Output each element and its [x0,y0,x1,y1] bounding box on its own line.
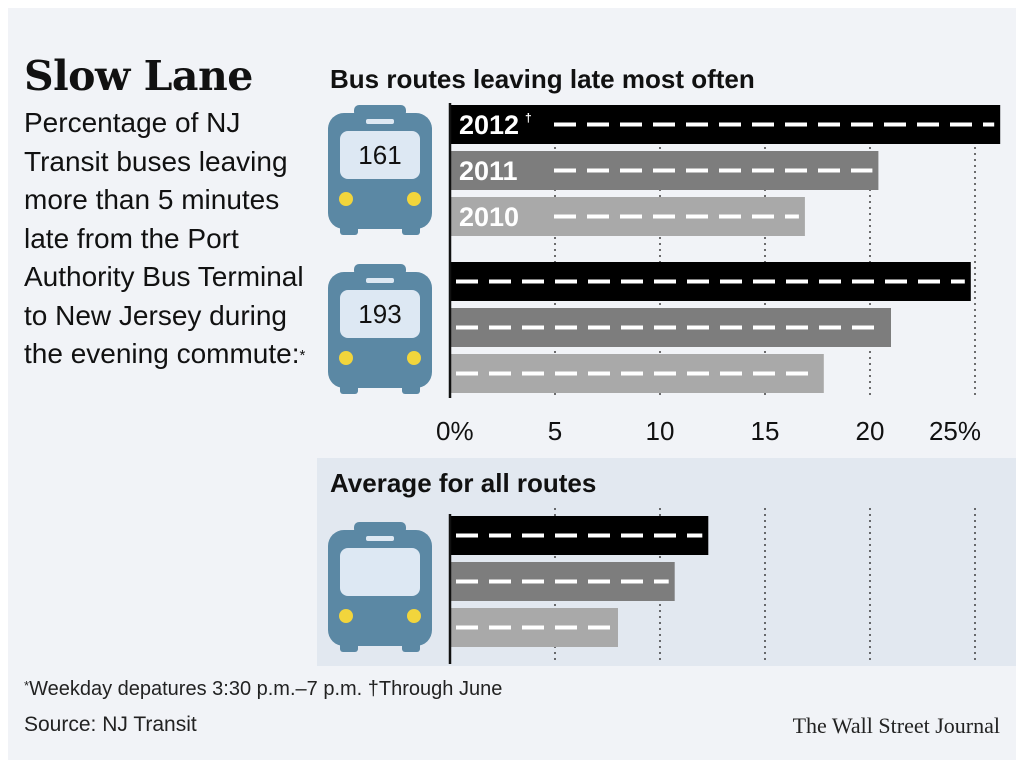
footnote-mark-2: † [367,678,379,700]
x-tick-label: 0% [436,416,474,446]
bus-wheel [340,642,358,652]
bus-window [340,290,420,338]
x-tick-label: 15 [751,416,780,446]
chart-subtitle: Percentage of NJ Transit buses leaving m… [24,104,319,374]
year-label: 2011 [459,156,518,186]
bar-chart: 2012 † 2011 2010 0% 5 10 15 20 25% 161 193 [328,103,1001,664]
footnote-text-1: Weekday depatures 3:30 p.m.–7 p.m. [29,678,363,700]
year-label: 2012 [459,110,519,140]
year-label: 2010 [459,202,519,232]
chart-title: Slow Lane [24,52,253,100]
bus-headlight [339,351,353,365]
publisher-credit: The Wall Street Journal [792,713,1000,738]
bus-wheel [340,225,358,235]
bus-icon: 161 [328,105,432,235]
bus-roof-vent [354,105,406,117]
route-number-label: 161 [358,140,401,170]
bus-window [340,131,420,179]
bus-roof-vent [354,264,406,276]
bus-wheel [402,384,420,394]
year-footnote-mark: † [525,111,532,125]
bus-wheel [402,225,420,235]
subtitle-footnote-mark: * [299,347,306,364]
bus-icon: 193 [328,264,432,394]
bus-wheel [402,642,420,652]
footnote-text-2: Through June [378,678,503,700]
subtitle-text: Percentage of NJ Transit buses leaving m… [24,107,304,369]
x-tick-label: 10 [646,416,675,446]
x-tick-label: 25% [929,416,981,446]
footnote-mark-1: * [24,678,30,693]
bus-headlight [407,192,421,206]
bus-icon [328,522,432,652]
footnote: *Weekday depatures 3:30 p.m.–7 p.m. †Thr… [24,678,502,701]
bus-window [340,548,420,596]
bus-headlight [407,351,421,365]
bus-headlight [407,609,421,623]
bus-wheel [340,384,358,394]
route-number-label: 193 [358,299,401,329]
source-note: Source: NJ Transit [24,713,197,736]
x-tick-label: 20 [856,416,885,446]
bus-roof-vent [354,522,406,534]
graphic-frame: Slow Lane Percentage of NJ Transit buses… [8,8,1016,760]
bus-sign-light [366,119,394,124]
bus-headlight [339,192,353,206]
x-tick-label: 5 [548,416,562,446]
average-section-title: Average for all routes [330,468,597,498]
bus-sign-light [366,278,394,283]
bus-headlight [339,609,353,623]
routes-section-title: Bus routes leaving late most often [330,64,755,94]
bus-sign-light [366,536,394,541]
